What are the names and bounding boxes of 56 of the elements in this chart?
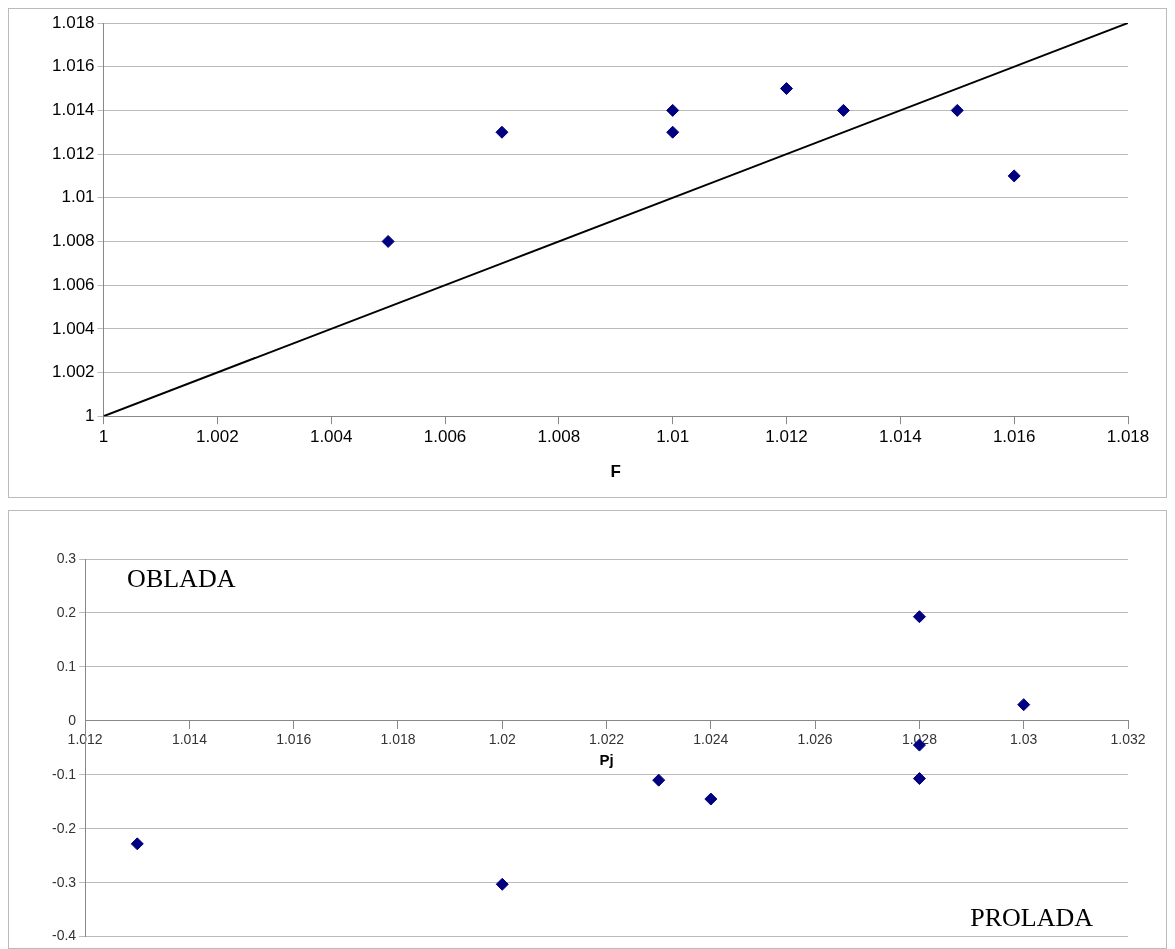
point bbox=[495, 877, 509, 891]
y-tick-label: 1.008 bbox=[51, 231, 95, 251]
point bbox=[381, 234, 395, 248]
x-tick-label: 1.018 bbox=[1106, 427, 1150, 447]
x-axis-title: F bbox=[610, 462, 621, 482]
point bbox=[130, 837, 144, 851]
y-tick-label: 0 bbox=[68, 711, 77, 728]
y-tick-label: 1.004 bbox=[51, 318, 95, 338]
point bbox=[666, 125, 680, 139]
point bbox=[780, 82, 794, 96]
x-tick-label: 1.004 bbox=[309, 427, 353, 447]
point bbox=[495, 125, 509, 139]
annotation: OBLADA bbox=[127, 563, 236, 593]
point bbox=[704, 792, 718, 806]
y-tick-label: 1.002 bbox=[51, 362, 95, 382]
point bbox=[1007, 169, 1021, 183]
y-tick-label: -0.1 bbox=[52, 765, 77, 782]
point bbox=[652, 773, 666, 787]
x-tick-label: 1.008 bbox=[537, 427, 581, 447]
y-tick-label: 1.01 bbox=[61, 187, 95, 207]
x-tick-label: 1.018 bbox=[380, 731, 416, 748]
x-tick-label: 1.014 bbox=[171, 731, 208, 748]
y-tick-label: 1.006 bbox=[51, 274, 95, 294]
x-tick-label: 1.012 bbox=[765, 427, 808, 447]
x-tick-label: 1.016 bbox=[276, 731, 312, 748]
x-tick-label: 1.022 bbox=[589, 731, 625, 748]
x-tick-label: 1.026 bbox=[797, 731, 833, 748]
y-tick-label: -0.2 bbox=[52, 819, 77, 836]
y-tick-label: 1.016 bbox=[51, 56, 95, 76]
x-tick-label: 1.01 bbox=[656, 427, 690, 447]
y-tick-label: -0.4 bbox=[52, 927, 77, 944]
y-tick-label: -0.3 bbox=[52, 873, 77, 890]
x-tick-label: 1.024 bbox=[693, 731, 729, 748]
x-tick-label: 1.032 bbox=[1110, 731, 1146, 748]
point bbox=[912, 610, 926, 624]
x-axis-title: Pj bbox=[599, 750, 614, 768]
x-tick-label: 1 bbox=[98, 427, 109, 447]
x-tick-label: 1.002 bbox=[196, 427, 239, 447]
point bbox=[666, 103, 680, 117]
y-tick-label: 0.2 bbox=[56, 603, 77, 620]
point bbox=[912, 772, 926, 786]
point bbox=[836, 103, 850, 117]
annotation: PROLADA bbox=[970, 903, 1094, 933]
x-tick-label: 1.006 bbox=[423, 427, 467, 447]
y-tick-label: 1 bbox=[85, 405, 95, 425]
y-tick-label: 1.012 bbox=[51, 143, 95, 163]
y-tick-label: 1.014 bbox=[51, 100, 95, 120]
x-tick-label: 1.014 bbox=[879, 427, 922, 447]
point bbox=[950, 103, 964, 117]
y-tick-label: 1.018 bbox=[51, 12, 95, 32]
x-tick-label: 1.02 bbox=[488, 731, 517, 748]
y-tick-label: 0.3 bbox=[56, 549, 77, 566]
point bbox=[1017, 698, 1031, 712]
x-tick-label: 1.016 bbox=[992, 427, 1036, 447]
y-tick-label: 0.1 bbox=[56, 657, 77, 674]
x-tick-label: 1.03 bbox=[1010, 731, 1038, 748]
